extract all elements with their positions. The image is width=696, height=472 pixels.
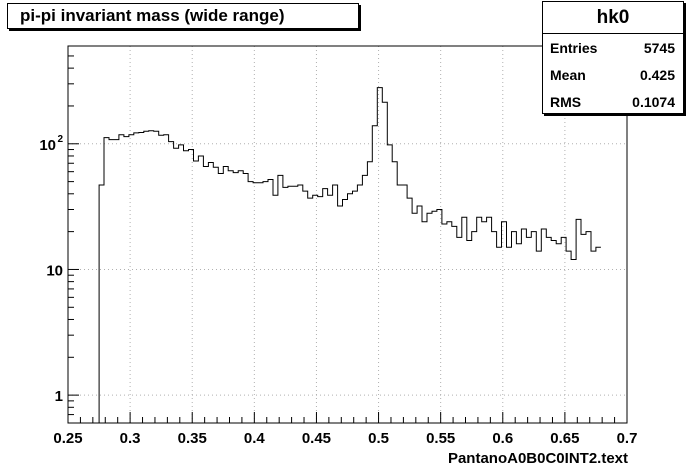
stats-value: 0.425	[639, 66, 675, 83]
histogram-line	[98, 87, 601, 423]
plot-frame	[67, 45, 628, 424]
stats-value: 5745	[643, 39, 675, 56]
stats-label: RMS	[550, 93, 582, 110]
x-tick-label: 0.45	[302, 430, 331, 447]
stats-box: hk0 Entries 5745 Mean 0.425 RMS 0.1074	[542, 1, 684, 114]
x-axis-ticks: 0.25 0.3 0.35 0.4 0.45 0.5 0.55 0.6 0.65 0.7	[53, 412, 637, 447]
stats-label: Entries	[550, 39, 598, 56]
x-tick-label: 0.6	[492, 430, 513, 447]
y-tick-label: 1	[55, 388, 63, 405]
x-tick-label: 0.25	[53, 430, 82, 447]
footer-label: PantanoA0B0C0INT2.text	[447, 450, 628, 467]
x-tick-label: 0.65	[550, 430, 579, 447]
stats-histogram-name: hk0	[543, 2, 683, 34]
stats-row-mean: Mean 0.425	[543, 61, 683, 88]
y-tick-label: 10	[46, 262, 63, 279]
stats-value: 0.1074	[632, 93, 675, 110]
chart-title: pi-pi invariant mass (wide range)	[7, 3, 359, 29]
y-tick-exponent: 2	[57, 134, 63, 145]
y-tick-label: 10	[39, 137, 56, 154]
stats-row-rms: RMS 0.1074	[543, 88, 683, 115]
x-tick-label: 0.7	[617, 430, 638, 447]
x-tick-label: 0.55	[426, 430, 455, 447]
stats-row-entries: Entries 5745	[543, 34, 683, 61]
x-tick-label: 0.4	[244, 430, 266, 447]
histogram-series	[98, 87, 601, 423]
x-tick-label: 0.5	[368, 430, 389, 447]
x-tick-label: 0.35	[178, 430, 207, 447]
stats-label: Mean	[550, 66, 586, 83]
x-tick-label: 0.3	[120, 430, 141, 447]
